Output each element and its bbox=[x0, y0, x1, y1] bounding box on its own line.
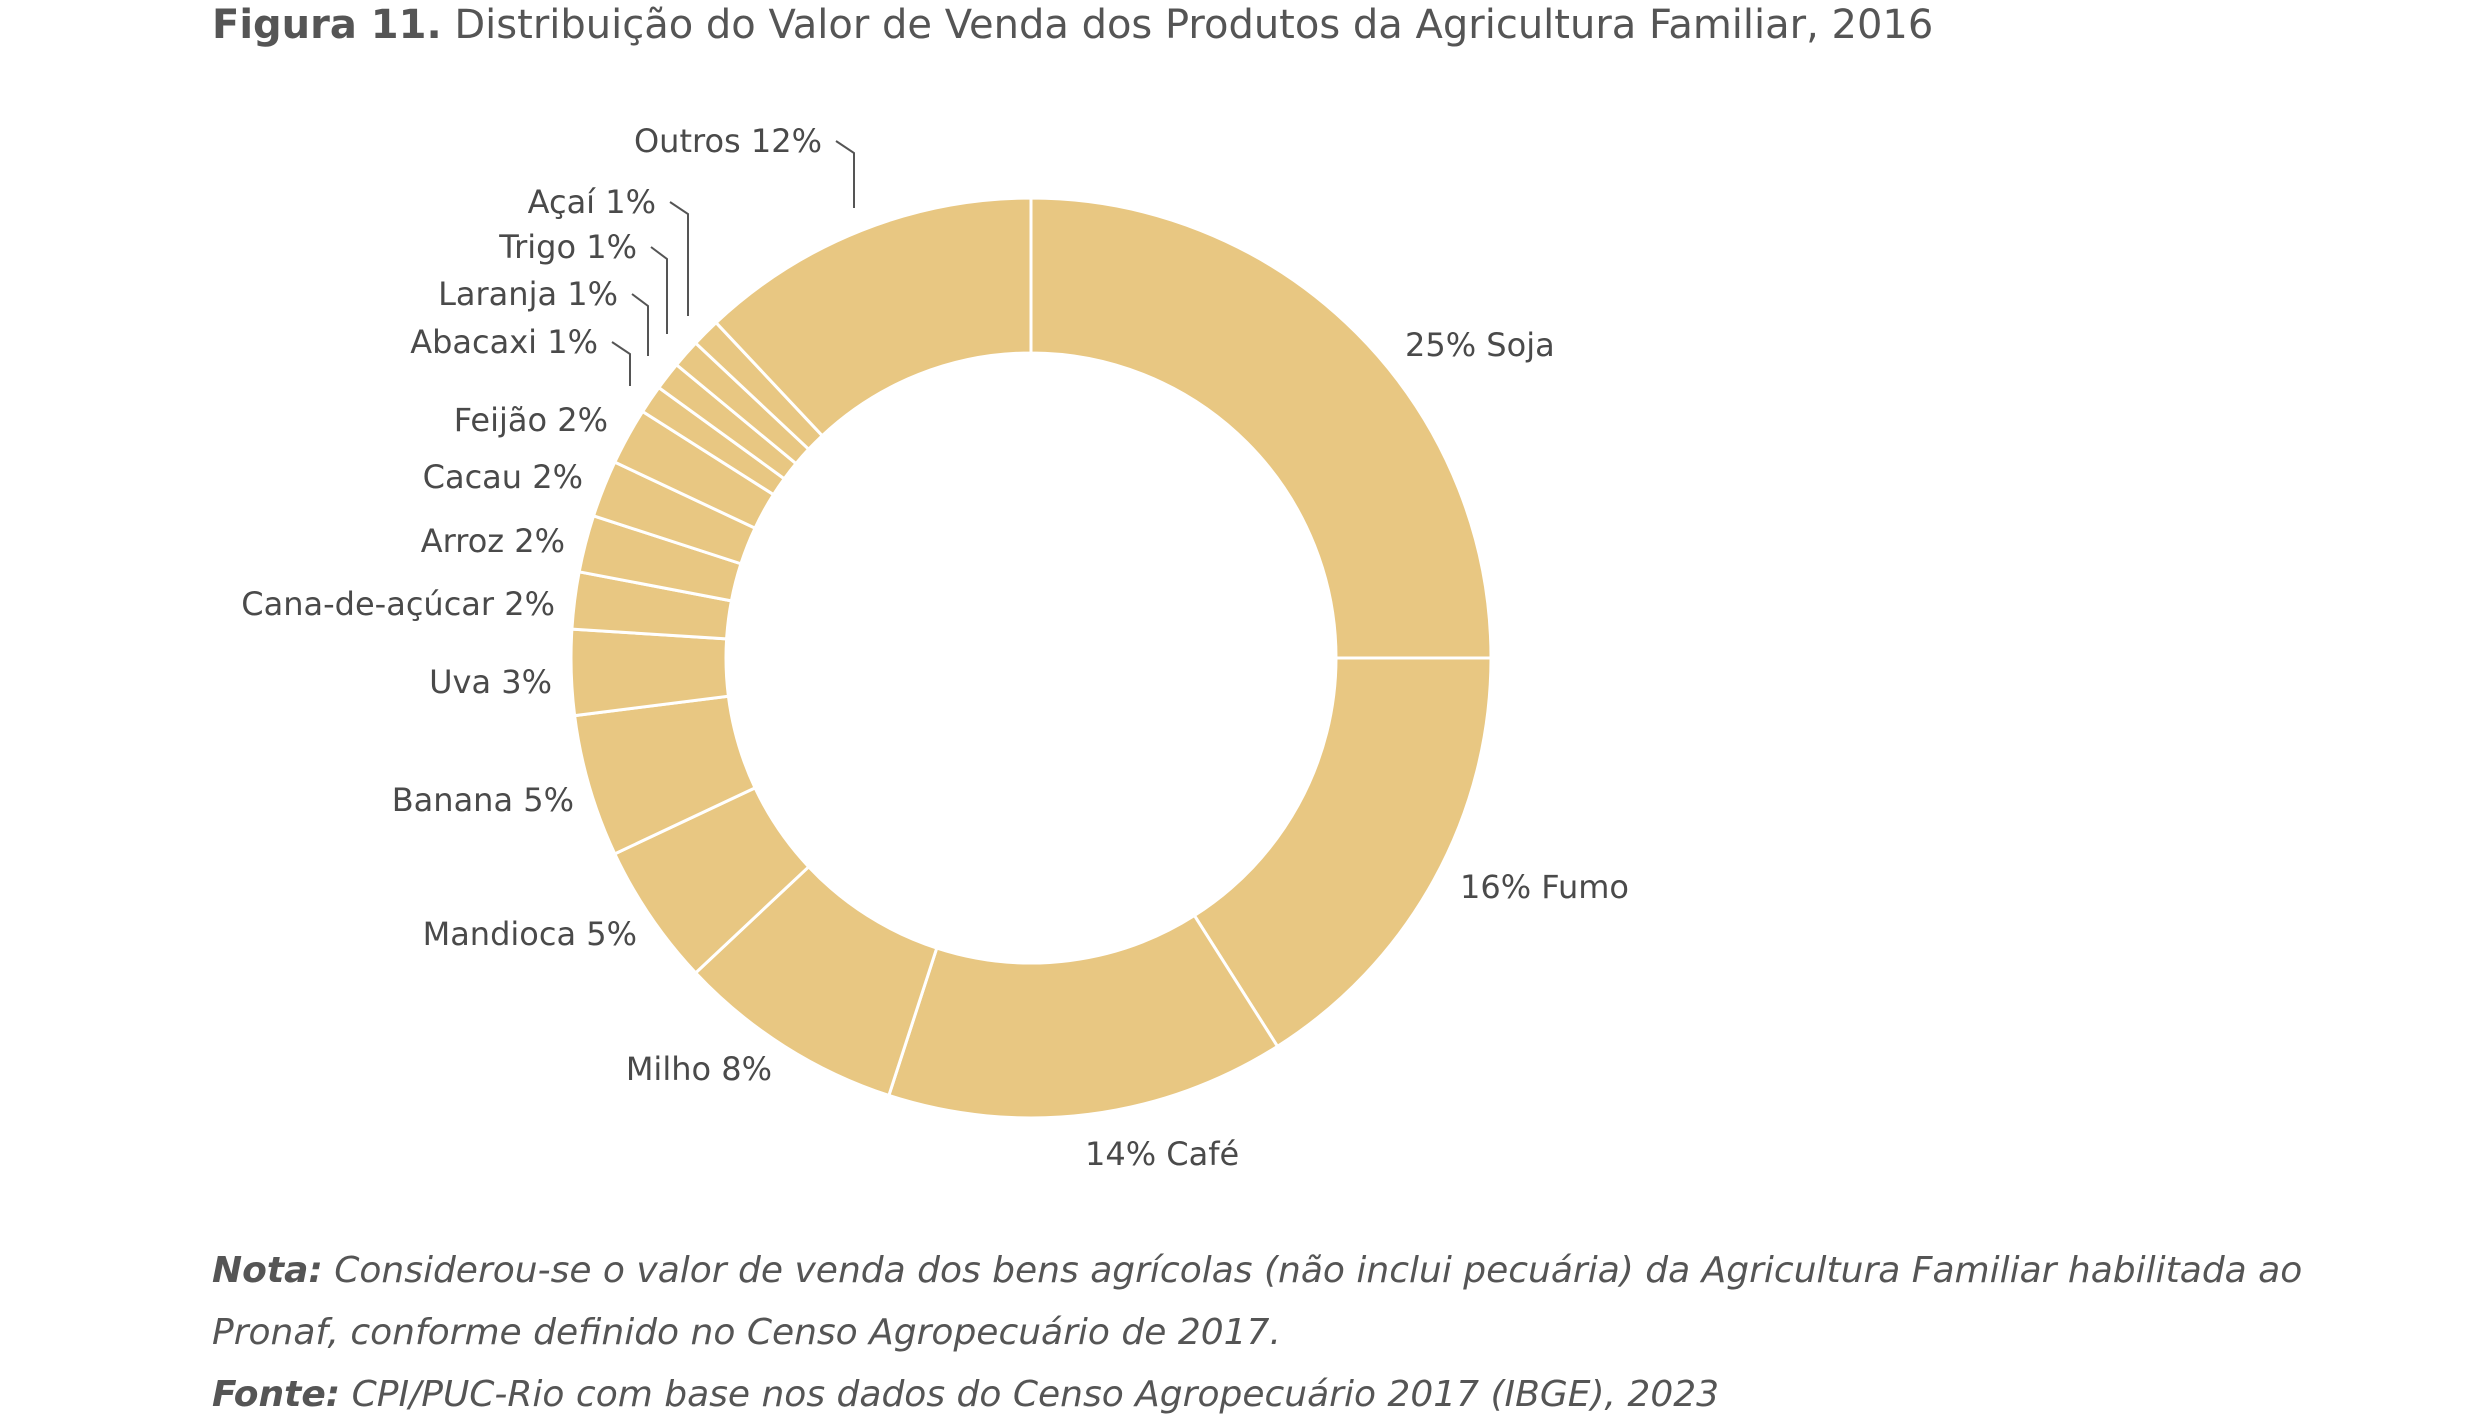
fonte-label: Fonte: bbox=[212, 1374, 341, 1415]
nota-text-1: Considerou-se o valor de venda dos bens … bbox=[334, 1250, 2303, 1291]
nota-line-2: Pronaf, conforme definido no Censo Agrop… bbox=[212, 1312, 1281, 1353]
label-cana-de-açúcar: Cana-de-açúcar 2% bbox=[241, 585, 555, 623]
leader-lines bbox=[611, 140, 855, 386]
label-mandioca: Mandioca 5% bbox=[423, 915, 637, 953]
label-fumo: 16% Fumo bbox=[1460, 868, 1629, 906]
label-soja: 25% Soja bbox=[1405, 326, 1555, 364]
donut-slices bbox=[569, 196, 1493, 1120]
nota-label: Nota: bbox=[212, 1250, 323, 1291]
label-açaí: Açaí 1% bbox=[528, 183, 656, 221]
leader-laranja bbox=[631, 293, 649, 356]
label-trigo: Trigo 1% bbox=[498, 228, 637, 266]
label-arroz: Arroz 2% bbox=[421, 522, 565, 560]
label-café: 14% Café bbox=[1085, 1135, 1239, 1173]
label-uva: Uva 3% bbox=[429, 663, 552, 701]
figure-title: Figura 11. Distribuição do Valor de Vend… bbox=[212, 2, 1933, 48]
label-banana: Banana 5% bbox=[392, 781, 574, 819]
label-laranja: Laranja 1% bbox=[438, 275, 618, 313]
slice-soja bbox=[1029, 196, 1493, 660]
leader-abacaxi bbox=[611, 341, 631, 386]
leader-açaí bbox=[669, 201, 689, 316]
label-feijão: Feijão 2% bbox=[454, 401, 608, 439]
label-cacau: Cacau 2% bbox=[423, 458, 583, 496]
fonte-text: CPI/PUC-Rio com base nos dados do Censo … bbox=[351, 1374, 1720, 1415]
slice-outros bbox=[713, 196, 1033, 438]
label-outros: Outros 12% bbox=[634, 122, 822, 160]
fonte-line: Fonte: CPI/PUC-Rio com base nos dados do… bbox=[212, 1364, 2452, 1426]
leader-outros bbox=[835, 140, 855, 208]
figure-notes: Nota: Considerou-se o valor de venda dos… bbox=[212, 1240, 2452, 1426]
leader-trigo bbox=[650, 246, 668, 334]
slice-labels: 25% Soja 16% Fumo 14% Café Milho 8% Mandioca… bbox=[241, 122, 1629, 1173]
figure-label: Figura 11. bbox=[212, 2, 442, 48]
label-abacaxi: Abacaxi 1% bbox=[410, 323, 598, 361]
figure-title-text: Distribuição do Valor de Venda dos Produ… bbox=[454, 2, 1934, 48]
label-milho: Milho 8% bbox=[626, 1050, 772, 1088]
nota-line-1: Nota: Considerou-se o valor de venda dos… bbox=[212, 1240, 2452, 1302]
